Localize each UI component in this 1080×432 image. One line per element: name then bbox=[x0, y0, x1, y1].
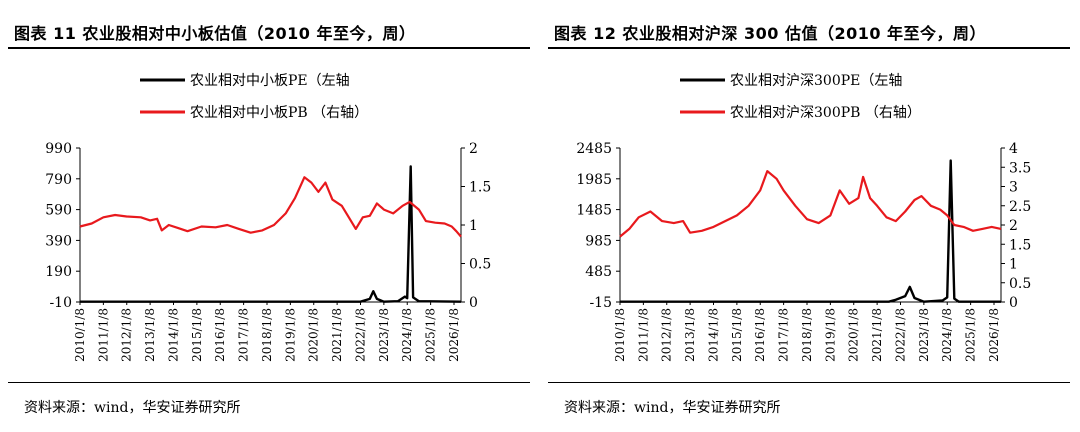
x-tick-label: 2013/1/8 bbox=[143, 308, 157, 362]
legend-label-pb: 农业相对沪深300PB （右轴） bbox=[730, 105, 921, 121]
x-tick-label: 2019/1/8 bbox=[283, 308, 297, 362]
x-tick-label: 2011/1/8 bbox=[96, 308, 110, 362]
x-tick-label: 2022/1/8 bbox=[893, 308, 907, 362]
right-tick-label: 0 bbox=[1009, 295, 1018, 311]
x-tick-label: 2016/1/8 bbox=[753, 308, 767, 362]
series-pe-line bbox=[620, 159, 1001, 303]
source-rule bbox=[8, 382, 530, 383]
series-pb-line bbox=[619, 169, 1002, 238]
left-tick-label: 990 bbox=[45, 141, 72, 157]
chart-source: 资料来源：wind，华安证券研究所 bbox=[24, 400, 241, 416]
chart-panel-left: 图表 11 农业股相对中小板估值（2010 年至今，周） 农业相对中小板PE（左… bbox=[8, 24, 530, 416]
x-tick-label: 2018/1/8 bbox=[260, 308, 274, 362]
x-tick-label: 2010/1/8 bbox=[613, 308, 627, 362]
series-pe-line bbox=[80, 165, 462, 303]
left-tick-label: 790 bbox=[45, 172, 72, 188]
x-tick-label: 2024/1/8 bbox=[400, 308, 414, 362]
left-tick-label: 485 bbox=[585, 264, 612, 280]
right-tick-label: 2 bbox=[1009, 218, 1018, 234]
x-tick-label: 2015/1/8 bbox=[190, 308, 204, 362]
right-tick-label: 1 bbox=[469, 218, 478, 234]
chart-title: 图表 12 农业股相对沪深 300 估值（2010 年至今，周） bbox=[554, 24, 987, 43]
x-tick-label: 2023/1/8 bbox=[377, 308, 391, 362]
right-tick-label: 1 bbox=[1009, 257, 1018, 273]
x-tick-label: 2022/1/8 bbox=[353, 308, 367, 362]
right-tick-label: 1.5 bbox=[469, 180, 491, 196]
legend-label-pe: 农业相对中小板PE（左轴 bbox=[190, 73, 350, 89]
left-tick-label: 590 bbox=[45, 203, 72, 219]
series-pb-line bbox=[79, 176, 462, 238]
right-tick-label: 3.5 bbox=[1009, 160, 1031, 176]
x-tick-label: 2012/1/8 bbox=[120, 308, 134, 362]
x-tick-label: 2026/1/8 bbox=[987, 308, 1001, 362]
chart-panel-right: 图表 12 农业股相对沪深 300 估值（2010 年至今，周） 农业相对沪深3… bbox=[540, 0, 1080, 432]
left-tick-label: -10 bbox=[49, 295, 72, 311]
x-tick-label: 2023/1/8 bbox=[917, 308, 931, 362]
x-tick-label: 2021/1/8 bbox=[870, 308, 884, 362]
title-rule bbox=[8, 47, 530, 49]
x-tick-label: 2018/1/8 bbox=[800, 308, 814, 362]
right-tick-label: 4 bbox=[1009, 141, 1018, 157]
x-tick-label: 2013/1/8 bbox=[683, 308, 697, 362]
right-tick-label: 0.5 bbox=[469, 257, 491, 273]
chart-title: 图表 11 农业股相对中小板估值（2010 年至今，周） bbox=[14, 24, 416, 43]
right-tick-label: 1.5 bbox=[1009, 237, 1031, 253]
x-tick-label: 2020/1/8 bbox=[307, 308, 321, 362]
x-tick-label: 2021/1/8 bbox=[330, 308, 344, 362]
x-tick-label: 2019/1/8 bbox=[823, 308, 837, 362]
right-tick-label: 3 bbox=[1009, 180, 1018, 196]
right-tick-label: 0 bbox=[469, 295, 478, 311]
title-rule bbox=[548, 47, 1070, 49]
x-tick-label: 2024/1/8 bbox=[940, 308, 954, 362]
x-tick-label: 2011/1/8 bbox=[636, 308, 650, 362]
legend-label-pe: 农业相对沪深300PE（左轴 bbox=[730, 73, 902, 89]
x-tick-label: 2025/1/8 bbox=[964, 308, 978, 362]
x-tick-label: 2025/1/8 bbox=[424, 308, 438, 362]
left-tick-label: 190 bbox=[45, 264, 72, 280]
x-tick-label: 2015/1/8 bbox=[730, 308, 744, 362]
left-tick-label: 2485 bbox=[576, 141, 612, 157]
right-tick-label: 2 bbox=[469, 141, 478, 157]
left-tick-label: 390 bbox=[45, 233, 72, 249]
x-tick-label: 2016/1/8 bbox=[213, 308, 227, 362]
x-tick-label: 2010/1/8 bbox=[73, 308, 87, 362]
x-tick-label: 2014/1/8 bbox=[166, 308, 180, 362]
x-tick-label: 2020/1/8 bbox=[847, 308, 861, 362]
x-tick-label: 2026/1/8 bbox=[447, 308, 461, 362]
left-tick-label: -15 bbox=[589, 295, 612, 311]
x-tick-label: 2012/1/8 bbox=[660, 308, 674, 362]
legend-label-pb: 农业相对中小板PB （右轴） bbox=[190, 105, 368, 121]
left-tick-label: 985 bbox=[585, 233, 612, 249]
right-tick-label: 0.5 bbox=[1009, 276, 1031, 292]
source-rule bbox=[548, 382, 1070, 383]
chart-source: 资料来源：wind，华安证券研究所 bbox=[564, 400, 781, 416]
left-tick-label: 1485 bbox=[576, 203, 612, 219]
x-tick-label: 2017/1/8 bbox=[237, 308, 251, 362]
x-tick-label: 2014/1/8 bbox=[706, 308, 720, 362]
left-tick-label: 1985 bbox=[576, 172, 612, 188]
right-tick-label: 2.5 bbox=[1009, 199, 1031, 215]
x-tick-label: 2017/1/8 bbox=[777, 308, 791, 362]
